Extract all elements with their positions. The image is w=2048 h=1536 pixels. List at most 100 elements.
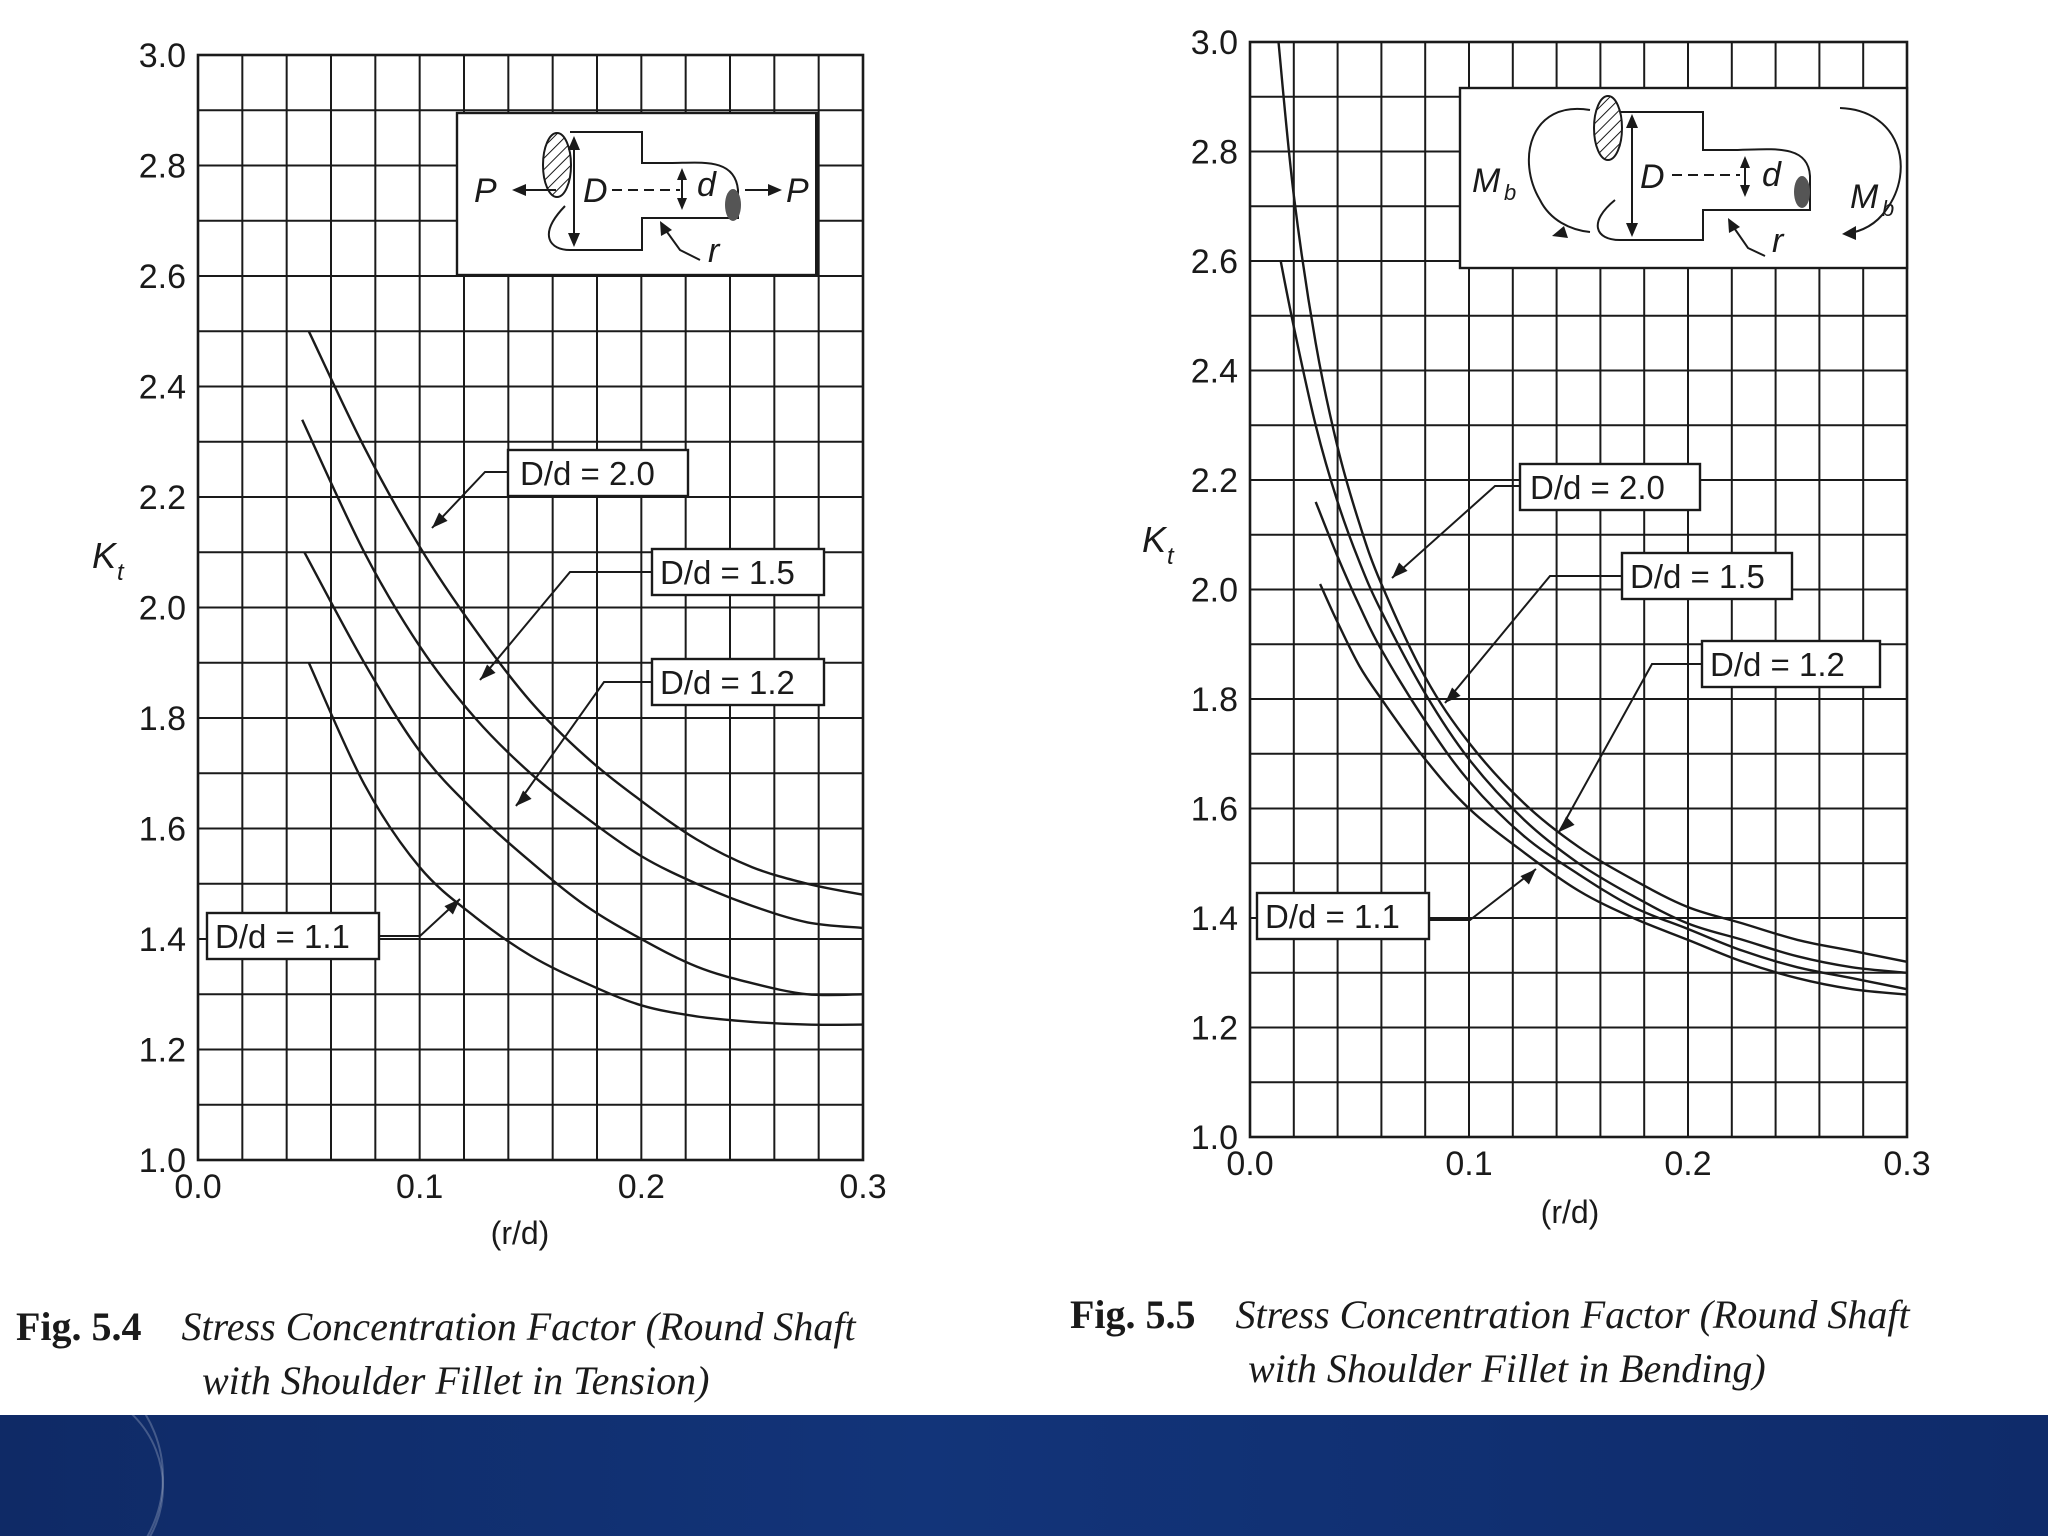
svg-text:D: D: [1640, 158, 1665, 196]
x-tick-label: 0.1: [396, 1168, 443, 1206]
leader-arrowhead: [480, 664, 496, 680]
x-tick-label: 0.2: [1664, 1145, 1711, 1183]
svg-text:M: M: [1850, 178, 1879, 216]
curve-series-0: [307, 330, 864, 896]
svg-text:D/d = 1.2: D/d = 1.2: [660, 664, 795, 701]
label-dd-1-5: D/d = 1.5: [479, 547, 826, 681]
y-tick-label: 2.2: [139, 479, 186, 517]
caption-number: Fig. 5.4: [16, 1304, 142, 1349]
x-tick-label: 0.3: [1883, 1145, 1930, 1183]
leader-arrowhead: [516, 790, 532, 806]
caption-text: Stress Concentration Factor (Round Shaft: [181, 1304, 856, 1349]
curve-series-1: [1279, 260, 1908, 974]
curve-series-2: [303, 551, 864, 997]
svg-text:d: d: [1762, 156, 1782, 194]
svg-text:D/d = 1.1: D/d = 1.1: [215, 918, 350, 955]
y-tick-label: 1.0: [1191, 1119, 1238, 1157]
y-tick-label: 1.6: [1191, 791, 1238, 829]
y-tick-label: 2.2: [1191, 462, 1238, 500]
curve-series-3: [1319, 583, 1908, 996]
y-tick-label: 1.6: [139, 811, 186, 849]
curve-series-2: [1314, 501, 1908, 991]
svg-text:D/d = 1.2: D/d = 1.2: [1710, 646, 1845, 683]
tension-schematic: P D d P r: [455, 111, 819, 277]
curve-series-1: [301, 419, 864, 930]
bending-chart: 1.0 1.2 1.4 1.6 1.8 2.0 2.2 2.4 2.6 2.8 3.0 0.0 0.1 0…: [1142, 24, 1931, 1230]
y-tick-label: 1.4: [1191, 900, 1238, 938]
svg-text:d: d: [697, 166, 717, 204]
tension-chart: 1.0 1.2 1.4 1.6 1.8 2.0 2.2 2.4 2.6 2.8 3.0 0.0 0.1 0…: [92, 37, 887, 1251]
svg-text:D/d = 1.1: D/d = 1.1: [1265, 898, 1400, 935]
svg-text:t: t: [1167, 543, 1175, 570]
slide-footer-band: [0, 1415, 2048, 1536]
svg-text:b: b: [1882, 196, 1894, 221]
y-axis-label: K t: [1142, 519, 1175, 570]
y-tick-label: 1.8: [1191, 681, 1238, 719]
leader-arrowhead: [1559, 816, 1575, 832]
caption-fig-5-4: Fig. 5.4 Stress Concentration Factor (Ro…: [16, 1300, 996, 1408]
y-tick-label: 1.2: [139, 1032, 186, 1070]
x-tick-label: 0.1: [1445, 1145, 1492, 1183]
svg-text:D/d = 2.0: D/d = 2.0: [520, 455, 655, 492]
y-tick-label: 2.8: [139, 148, 186, 186]
leader-arrowhead: [1520, 869, 1536, 885]
caption-text-line2: with Shoulder Fillet in Tension): [202, 1358, 710, 1403]
y-axis-label: K t: [92, 535, 125, 586]
caption-text-line2: with Shoulder Fillet in Bending): [1248, 1346, 1766, 1391]
x-tick-label: 0.0: [1226, 1145, 1273, 1183]
plot-frame: [1248, 40, 1909, 1139]
svg-text:D: D: [583, 172, 608, 210]
svg-text:b: b: [1504, 180, 1516, 205]
slide-content: 1.0 1.2 1.4 1.6 1.8 2.0 2.2 2.4 2.6 2.8 3.0 0.0 0.1 0…: [16, 24, 2040, 1408]
y-tick-label: 3.0: [1191, 24, 1238, 62]
tick-labels: 1.0 1.2 1.4 1.6 1.8 2.0 2.2 2.4 2.6 2.8 3.0 0.0 0.1 0…: [1191, 24, 1931, 1183]
svg-text:K: K: [92, 535, 118, 576]
svg-text:D/d = 1.5: D/d = 1.5: [1630, 558, 1765, 595]
x-tick-label: 0.2: [618, 1168, 665, 1206]
label-dd-1-5: D/d = 1.5: [1444, 551, 1794, 704]
y-tick-label: 2.6: [139, 258, 186, 296]
decorative-arc: [0, 1415, 164, 1536]
y-tick-label: 1.4: [139, 921, 186, 959]
label-dd-1-2: D/d = 1.2: [515, 657, 826, 807]
plot-frame: [196, 53, 865, 1162]
x-tick-label: 0.0: [174, 1168, 221, 1206]
label-dd-1-1: D/d = 1.1: [1255, 868, 1537, 941]
curves: [1277, 41, 1908, 996]
leader-arrowhead: [432, 512, 448, 528]
caption-number: Fig. 5.5: [1070, 1292, 1196, 1337]
tick-labels: 1.0 1.2 1.4 1.6 1.8 2.0 2.2 2.4 2.6 2.8 3.0 0.0 0.1 0…: [139, 37, 887, 1206]
y-tick-label: 3.0: [139, 37, 186, 75]
leader-arrowhead: [1445, 687, 1461, 703]
curve-series-3: [307, 662, 864, 1027]
leader-arrowhead: [1392, 562, 1408, 578]
y-tick-label: 2.6: [1191, 243, 1238, 281]
curve-series-0: [1277, 41, 1908, 963]
x-axis-label: (r/d): [1541, 1194, 1600, 1230]
svg-text:t: t: [117, 559, 125, 586]
svg-text:M: M: [1472, 162, 1501, 200]
svg-text:D/d = 2.0: D/d = 2.0: [1530, 469, 1665, 506]
svg-text:K: K: [1142, 519, 1168, 560]
x-axis-label: (r/d): [491, 1215, 550, 1251]
y-tick-label: 2.4: [139, 369, 186, 407]
caption-fig-5-5: Fig. 5.5 Stress Concentration Factor (Ro…: [1070, 1288, 2040, 1396]
bending-schematic: M b D d M b r: [1458, 86, 1909, 270]
y-tick-label: 1.0: [139, 1142, 186, 1180]
label-dd-1-1: D/d = 1.1: [205, 898, 461, 961]
label-dd-1-2: D/d = 1.2: [1558, 639, 1882, 833]
svg-text:P: P: [786, 172, 809, 210]
svg-text:r: r: [1772, 222, 1785, 260]
y-tick-label: 1.8: [139, 700, 186, 738]
svg-text:P: P: [474, 172, 497, 210]
y-tick-label: 2.0: [139, 590, 186, 628]
y-tick-label: 2.4: [1191, 353, 1238, 391]
svg-text:r: r: [708, 232, 721, 270]
label-dd-2-0: D/d = 2.0: [1391, 462, 1702, 579]
leader-arrowhead: [444, 899, 460, 915]
y-tick-label: 1.2: [1191, 1010, 1238, 1048]
label-dd-2-0: D/d = 2.0: [431, 448, 690, 529]
svg-text:D/d = 1.5: D/d = 1.5: [660, 554, 795, 591]
caption-text: Stress Concentration Factor (Round Shaft: [1235, 1292, 1910, 1337]
y-tick-label: 2.0: [1191, 572, 1238, 610]
